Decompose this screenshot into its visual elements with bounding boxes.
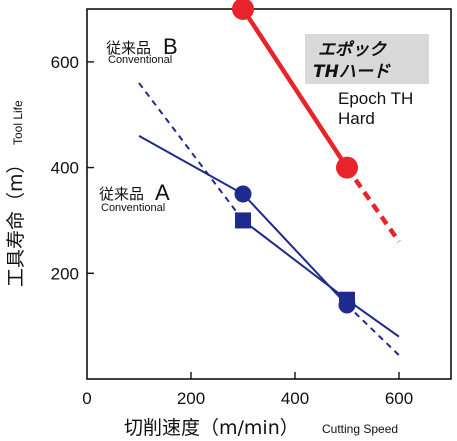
A-circle-dashed-line: [346, 304, 400, 356]
label-b-letter: B: [163, 34, 178, 59]
axis-ticks: 0 200 400 600 200 400 600: [51, 53, 414, 408]
label-a-bg: [97, 178, 187, 214]
plot-frame: [86, 8, 452, 380]
y-tick-label: 600: [51, 53, 79, 72]
epoch-marker: [232, 0, 254, 20]
epoch-marker: [336, 156, 358, 179]
epoch-label-ja2: THハード: [313, 62, 391, 82]
y-tick-label: 200: [51, 264, 79, 283]
epoch-label-en2: Hard: [338, 109, 375, 128]
B-square-marker: [235, 212, 251, 229]
x-axis-title: 切削速度（m/min）: [124, 417, 299, 439]
y-axis-title: 工具寿命（m）: [5, 154, 27, 287]
epoch-label-en: Epoch TH: [338, 89, 413, 108]
x-tick-label: 200: [177, 389, 205, 408]
epoch-dashed-line: [345, 166, 401, 243]
label-b-en: Conventional: [108, 54, 172, 66]
A-circle-marker: [234, 185, 252, 203]
B-square-dashed-line: [138, 82, 244, 222]
series-markers: [232, 0, 358, 314]
epoch-label-en-bg: [336, 86, 442, 128]
label-a-ja: 従来品: [99, 185, 144, 203]
label-b-bg: [104, 34, 194, 64]
x-tick-label: 0: [82, 389, 91, 408]
y-tick-label: 400: [51, 159, 79, 178]
label-b-ja: 従来品: [106, 39, 151, 57]
epoch-label-ja: エポック: [318, 40, 387, 60]
label-a-en: Conventional: [101, 202, 165, 214]
x-tick-label: 600: [385, 389, 413, 408]
y-axis-subtitle: Tool Life: [11, 100, 25, 145]
B-square-marker: [339, 291, 355, 308]
x-tick-label: 400: [281, 389, 309, 408]
epoch-solid-line: [241, 7, 349, 169]
x-axis-subtitle: Cutting Speed: [322, 422, 398, 436]
epoch-label-box: [305, 34, 429, 84]
label-a-letter: A: [155, 180, 170, 205]
